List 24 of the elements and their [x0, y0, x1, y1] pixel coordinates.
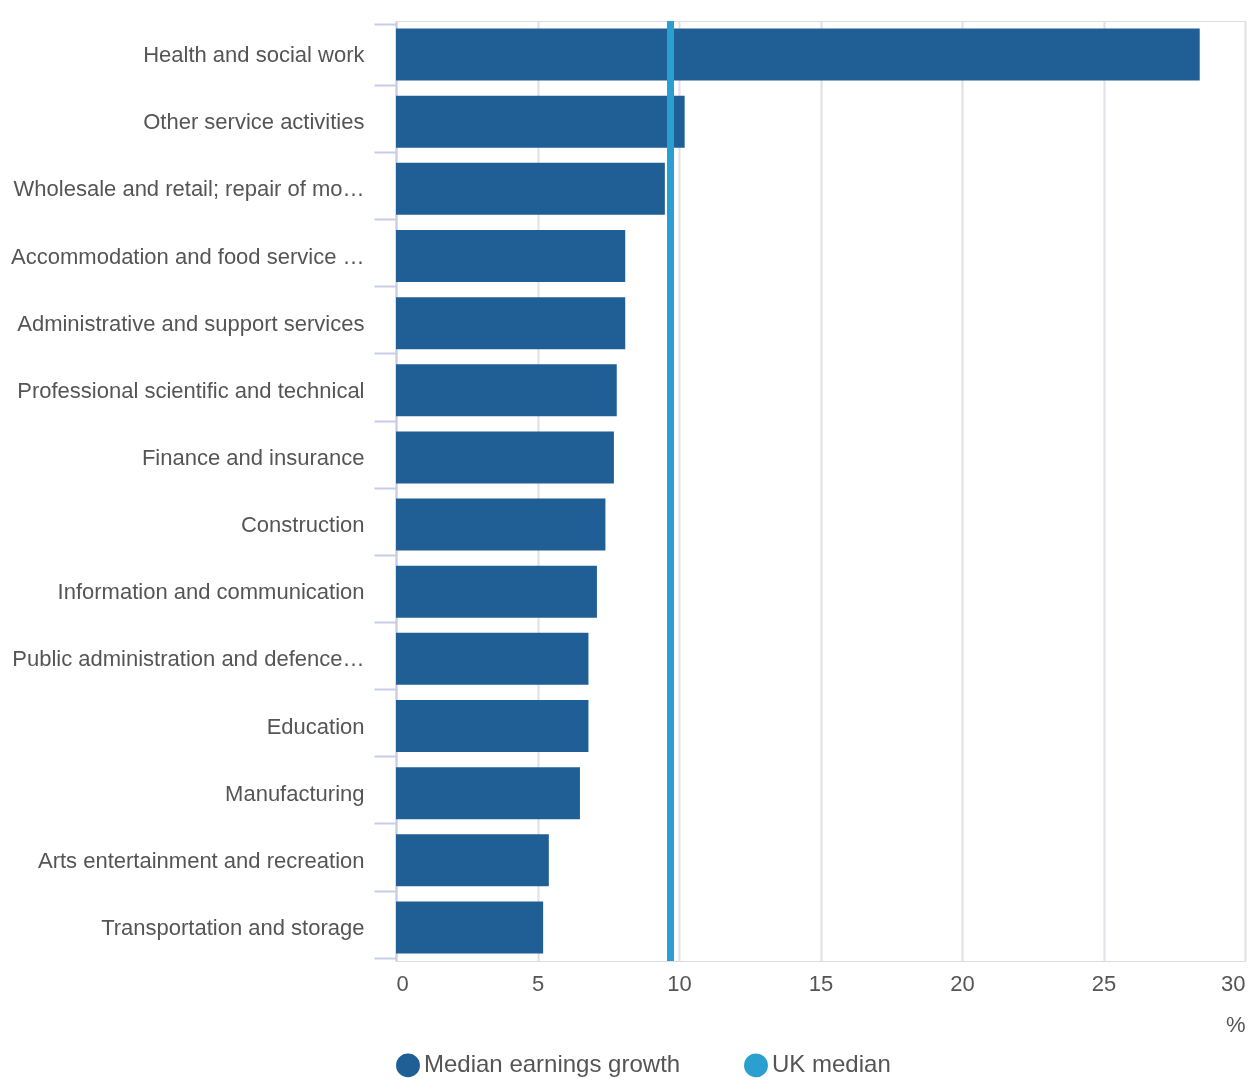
x-axis-title: % [1225, 1011, 1246, 1037]
y-tick-label: Manufacturing [225, 780, 365, 806]
x-tick-label: 10 [667, 970, 692, 996]
y-tick-label: Public administration and defence… [12, 646, 365, 672]
y-tick-label: Construction [240, 512, 365, 538]
legend-label: UK median [772, 1050, 891, 1078]
x-tick-label: 25 [1091, 970, 1117, 996]
y-tick-label: Accommodation and food service … [11, 243, 365, 269]
x-tick-label: 20 [950, 970, 975, 996]
x-tick-label: 0 [396, 970, 409, 996]
y-tick-label: Finance and insurance [141, 444, 365, 470]
y-tick-label: Education [266, 713, 365, 739]
y-tick-label: Information and communication [57, 579, 365, 605]
legend-label: Median earnings growth [424, 1050, 681, 1078]
y-tick-label: Transportation and storage [101, 914, 365, 940]
y-tick-label: Arts entertainment and recreation [37, 847, 365, 873]
x-tick-label: 15 [808, 970, 834, 996]
y-tick-label: Health and social work [143, 42, 366, 68]
x-tick-label: 30 [1221, 970, 1246, 996]
y-tick-label: Other service activities [143, 109, 365, 135]
y-tick-label: Wholesale and retail; repair of mo… [13, 176, 365, 202]
y-tick-label: Administrative and support services [17, 310, 365, 336]
x-tick-label: 5 [531, 970, 545, 996]
y-tick-label: Professional scientific and technical [17, 377, 365, 403]
